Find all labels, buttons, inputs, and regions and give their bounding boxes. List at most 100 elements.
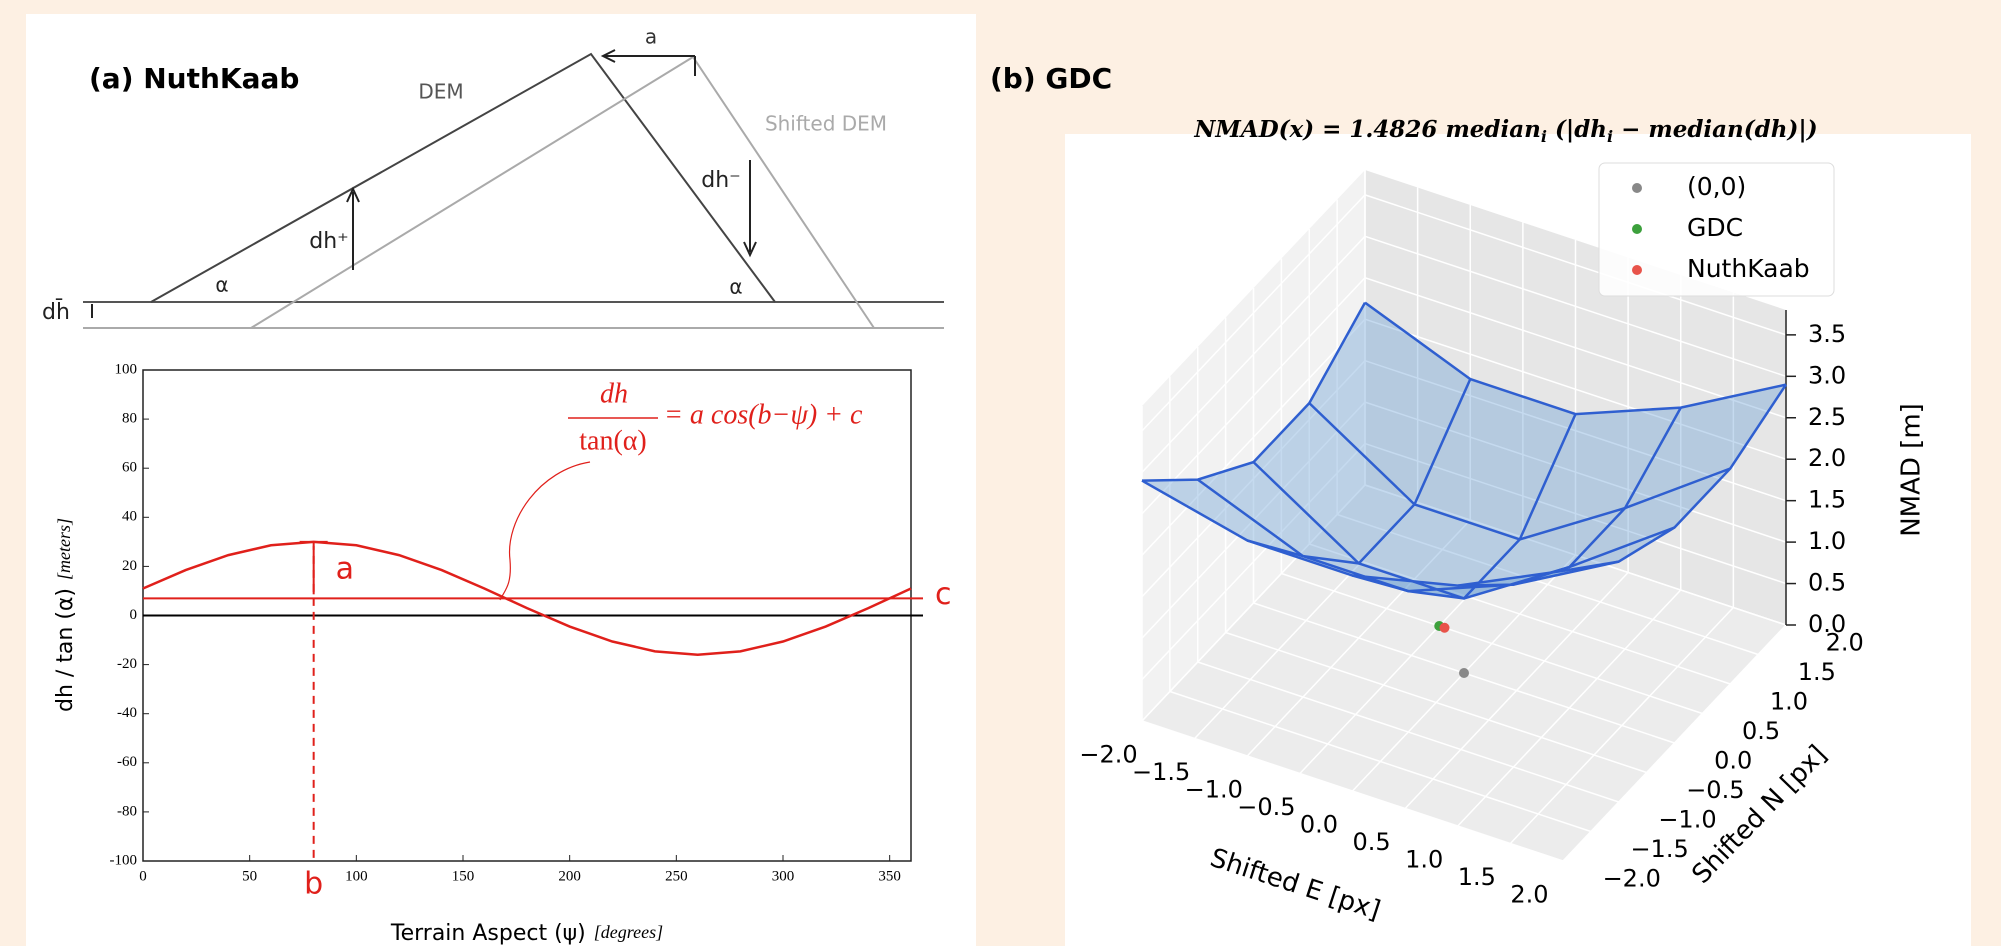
y-tick-label: 2.0 xyxy=(1826,629,1864,657)
title-part: NMAD(x) = 1.4826 median xyxy=(1193,116,1540,143)
grid-line xyxy=(1364,401,1787,543)
y-tick-label: 0.5 xyxy=(1742,717,1780,745)
z-tick-label: 0.0 xyxy=(1808,610,1846,638)
panel-title: (a) NuthKaab xyxy=(89,62,299,95)
fit-chart: -100 -80 -60 -40 -20 0 20 40 60 80 100 0 50 100 150 200… xyxy=(53,361,952,946)
grid-line xyxy=(1364,235,1787,378)
y-tick-label: 0.0 xyxy=(1714,747,1752,775)
title-part: i xyxy=(1541,127,1547,146)
x-tick-label: −0.5 xyxy=(1237,793,1295,821)
grid-line xyxy=(1141,443,1366,681)
title-part: − median(dh)|) xyxy=(1613,116,1818,143)
title-part: i xyxy=(1607,127,1613,146)
grid-line xyxy=(1364,484,1787,626)
x-tick-label: 1.0 xyxy=(1405,846,1443,874)
surface-patch xyxy=(1142,479,1303,557)
grid-line xyxy=(1364,359,1787,502)
surface-wire xyxy=(1246,378,1472,565)
label: a xyxy=(645,25,657,49)
z-tick-label: 3.5 xyxy=(1808,320,1846,348)
panel-title: (b) GDC xyxy=(990,62,1112,95)
surface-patch xyxy=(1253,403,1415,564)
arrow-head xyxy=(743,241,757,258)
y-tick-label: 80 xyxy=(122,411,137,427)
label: dh̄ xyxy=(42,299,70,325)
arrow-head xyxy=(600,49,616,63)
z-tick-label: 2.0 xyxy=(1808,444,1846,472)
label: DEM xyxy=(418,80,463,104)
grid-line xyxy=(1225,631,1647,774)
grid-line xyxy=(1336,513,1759,656)
grid-line xyxy=(1141,318,1366,556)
x-tick-label: 0 xyxy=(139,868,147,884)
dem-profile xyxy=(150,52,776,303)
surface-patch xyxy=(1197,462,1359,564)
grid-line xyxy=(1141,360,1366,598)
y-tick-label: 20 xyxy=(122,558,137,574)
panel-a-background xyxy=(26,14,976,946)
grid-line xyxy=(1141,720,1564,862)
surface-patch xyxy=(1414,379,1576,540)
surface-patch xyxy=(1519,407,1681,540)
surface-patch xyxy=(1358,504,1520,599)
z-tick-label: 1.5 xyxy=(1808,486,1846,514)
legend-marker xyxy=(1632,183,1642,193)
fit-curve xyxy=(142,540,912,657)
legend-label: GDC xyxy=(1687,213,1743,242)
y-tick-label: -80 xyxy=(117,803,137,819)
x-tick-label: 1.5 xyxy=(1458,863,1496,891)
x-tick-label: 100 xyxy=(345,868,368,884)
y-tick-label: 60 xyxy=(122,460,137,476)
surface-patch xyxy=(1569,468,1731,568)
y-tick-label: -40 xyxy=(117,705,137,721)
label: dh⁻ xyxy=(701,168,741,193)
x-tick-label: 50 xyxy=(242,868,257,884)
legend-box xyxy=(1598,162,1835,297)
x-tick-label: 2.0 xyxy=(1510,881,1548,909)
chart-title: NMAD(x) = 1.4826 mediani (|dhi − median(… xyxy=(1193,116,1817,146)
label: α xyxy=(729,275,742,299)
title-part: (|dh xyxy=(1547,116,1607,143)
x-tick-label: −2.0 xyxy=(1079,741,1137,769)
leader xyxy=(499,461,591,601)
equation: dh xyxy=(600,378,628,409)
x-tick-label: 150 xyxy=(452,868,475,884)
annotation: b xyxy=(304,867,323,902)
y-tick-label: 1.5 xyxy=(1798,658,1836,686)
grid-line xyxy=(1364,277,1787,419)
legend-label: (0,0) xyxy=(1687,172,1746,201)
surface-wire xyxy=(1457,406,1682,587)
y-tick-label: −2.0 xyxy=(1603,865,1661,893)
grid-line xyxy=(1197,661,1619,803)
x-tick-label: 250 xyxy=(665,868,688,884)
equation: = a cos(b−ψ) + c xyxy=(664,399,863,430)
x-axis-label: Terrain Aspect (ψ) [degrees] xyxy=(390,921,663,946)
x-tick-label: −1.0 xyxy=(1185,776,1243,804)
diagram: a DEM Shifted DEM dh⁺ dh⁻ α α dh̄ xyxy=(42,25,944,329)
point xyxy=(1439,622,1450,633)
y-tick-label: 1.0 xyxy=(1770,688,1808,716)
y-tick-label: −0.5 xyxy=(1686,776,1744,804)
x-tick-label: 0.5 xyxy=(1353,828,1391,856)
y-tick-label: 100 xyxy=(115,361,138,377)
grid-line xyxy=(1364,194,1787,336)
y-tick-label: −1.5 xyxy=(1630,835,1688,863)
grid-line xyxy=(1169,690,1592,833)
x-tick-label: 200 xyxy=(558,868,581,884)
z-tick-label: 1.0 xyxy=(1808,527,1846,555)
surface-patch xyxy=(1309,302,1471,505)
y-tick-label: 40 xyxy=(122,509,137,525)
arrow-head xyxy=(346,186,360,203)
annotation: c xyxy=(935,577,952,612)
x-tick-label: 0.0 xyxy=(1300,811,1338,839)
surface-wire xyxy=(1141,301,1367,482)
surface-patch xyxy=(1408,567,1570,599)
legend-marker xyxy=(1632,265,1642,275)
surface-patch xyxy=(1464,508,1625,599)
grid-line xyxy=(1141,484,1366,722)
x-axis-label: Terrain Aspect (ψ) xyxy=(390,921,586,946)
label: Shifted DEM xyxy=(765,112,887,136)
z-tick-label: 0.5 xyxy=(1808,569,1846,597)
